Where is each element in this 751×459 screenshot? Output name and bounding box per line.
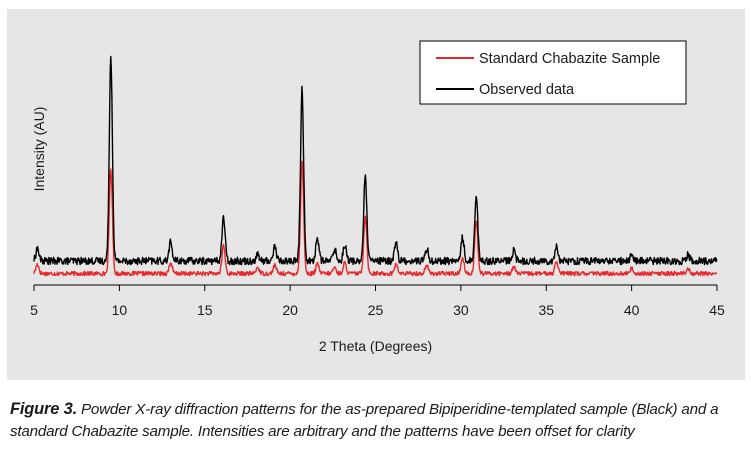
- legend: Standard Chabazite Sample Observed data: [419, 40, 687, 105]
- legend-label-standard: Standard Chabazite Sample: [479, 51, 660, 67]
- x-tick-label: 5: [30, 302, 38, 318]
- legend-label-observed: Observed data: [479, 82, 575, 98]
- plot-lines: [33, 55, 718, 277]
- figure-panel: 5 10 15 20 25 30 35 40 45 Intensity (AU) 2 Theta…: [7, 9, 745, 380]
- x-tick-label: 35: [538, 302, 554, 318]
- x-tick-label: 15: [197, 302, 213, 318]
- xrd-chart: 5 10 15 20 25 30 35 40 45 Intensity (AU) 2 Theta…: [30, 40, 725, 354]
- y-axis-label: Intensity (AU): [31, 107, 47, 192]
- x-tick-label: 45: [709, 302, 725, 318]
- x-tick-label: 20: [282, 302, 298, 318]
- x-tick-label: 30: [453, 302, 469, 318]
- figure-caption: Figure 3. Powder X-ray diffraction patte…: [10, 398, 745, 443]
- x-tick-label: 25: [368, 302, 384, 318]
- series-line-standard: [33, 160, 718, 277]
- x-ticks: 5 10 15 20 25 30 35 40 45: [30, 285, 725, 318]
- caption-body: Powder X-ray diffraction patterns for th…: [10, 401, 719, 440]
- x-tick-label: 10: [112, 302, 128, 318]
- x-tick-label: 40: [624, 302, 640, 318]
- series-line-observed: [33, 55, 718, 266]
- caption-lead: Figure 3.: [10, 400, 77, 418]
- legend-box: [419, 40, 687, 105]
- x-axis-label: 2 Theta (Degrees): [319, 338, 432, 354]
